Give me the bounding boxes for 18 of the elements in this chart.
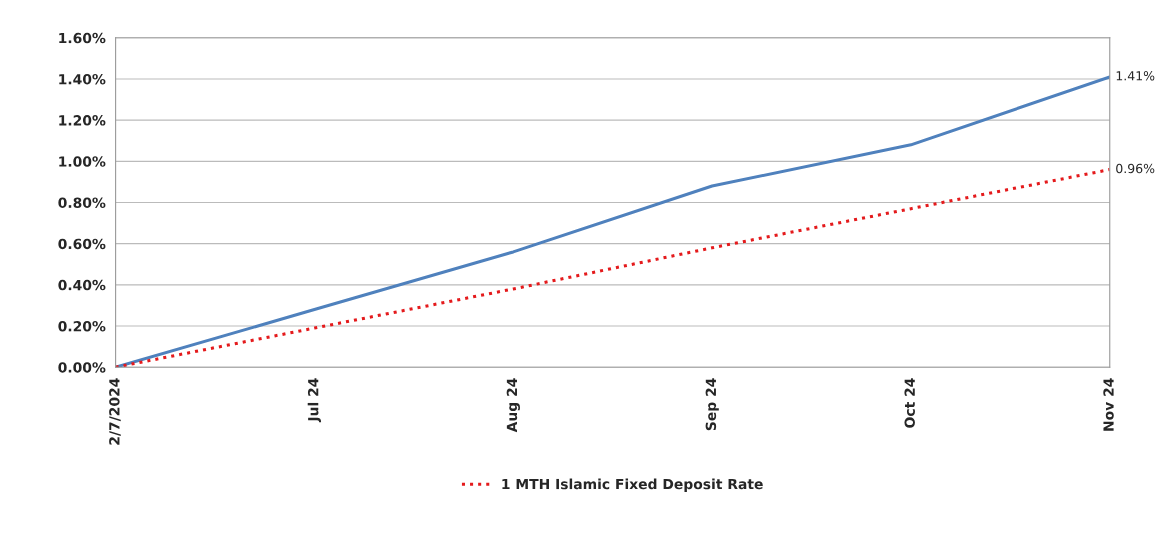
y-tick-label: 0.80%: [58, 197, 106, 208]
x-tick-label: Jul 24: [307, 378, 322, 423]
y-tick-label: 1.40%: [59, 73, 106, 85]
data-label: 0.96%: [1116, 163, 1155, 174]
y-tick-label: 1.00%: [59, 156, 106, 167]
legend-label: 1 MTH Islamic Fixed Deposit Rate: [502, 478, 763, 492]
x-tick-label: 2/7/2024: [109, 378, 121, 445]
y-tick-label: 1.60%: [59, 32, 106, 44]
y-tick-label: 0.60%: [58, 238, 106, 250]
y-tick-label: 1.20%: [59, 115, 106, 126]
x-tick-label: Sep 24: [705, 378, 719, 431]
y-tick-label: 0.40%: [58, 279, 106, 291]
x-tick-label: Oct 24: [904, 378, 915, 428]
x-tick-label: Nov 24: [1103, 378, 1114, 431]
data-label: 1.41%: [1116, 71, 1155, 81]
x-tick-label: Aug 24: [506, 378, 520, 433]
y-tick-label: 0.20%: [58, 320, 106, 332]
y-tick-label: 0.00%: [58, 362, 106, 373]
